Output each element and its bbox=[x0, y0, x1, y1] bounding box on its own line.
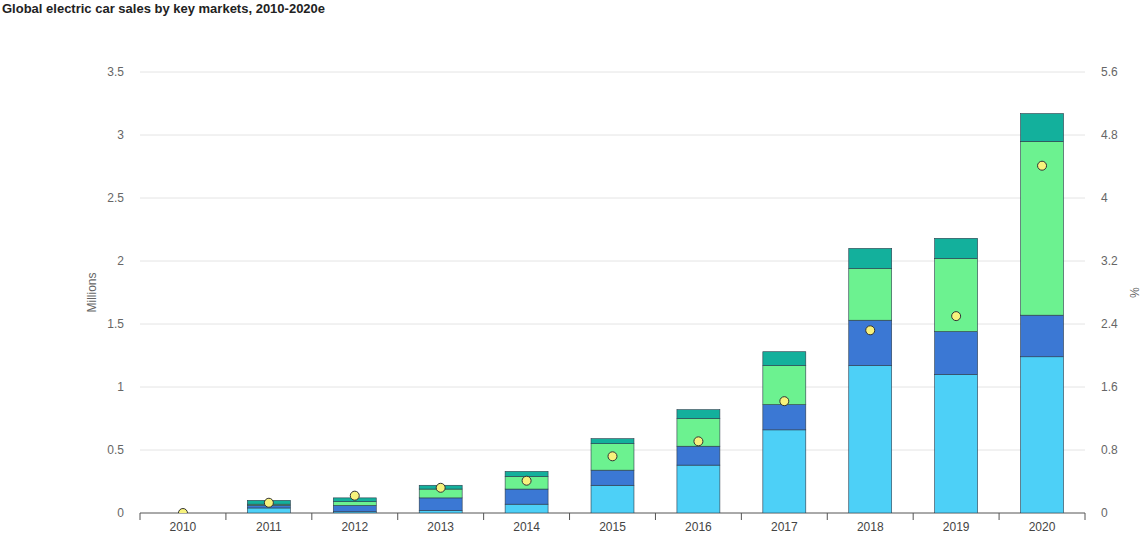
bar-segment bbox=[591, 439, 634, 444]
y2-tick bbox=[1085, 198, 1089, 199]
y2-tick bbox=[1085, 72, 1089, 73]
bar-segment bbox=[677, 465, 720, 513]
x-tick-label: 2013 bbox=[427, 520, 454, 534]
y-tick-label: 3 bbox=[117, 128, 124, 142]
share-point bbox=[780, 397, 789, 406]
bar-segment bbox=[591, 485, 634, 513]
y2-tick-label: 1.6 bbox=[1101, 380, 1118, 394]
y2-tick bbox=[1085, 513, 1089, 514]
share-point bbox=[866, 326, 875, 335]
x-tick-label: 2010 bbox=[170, 520, 197, 534]
x-tick-label: 2012 bbox=[341, 520, 368, 534]
chart: Global electric car sales by key markets… bbox=[0, 0, 1143, 551]
y2-tick bbox=[1085, 450, 1089, 451]
plot-area bbox=[178, 114, 1063, 513]
bar-segment bbox=[677, 410, 720, 419]
bar-segment bbox=[763, 405, 806, 430]
share-point bbox=[522, 476, 531, 485]
category-separator bbox=[140, 513, 141, 520]
category-separator bbox=[655, 513, 656, 520]
bar-segment bbox=[505, 489, 548, 504]
bar-segment bbox=[935, 374, 978, 513]
bar-segment bbox=[677, 446, 720, 465]
share-point bbox=[264, 498, 273, 507]
bar-segment bbox=[935, 258, 978, 331]
y-tick-label: 3.5 bbox=[107, 65, 124, 79]
category-separator bbox=[827, 513, 828, 520]
bar-segment bbox=[1021, 141, 1064, 315]
bar-segment bbox=[1021, 114, 1064, 142]
grid-line bbox=[140, 135, 1085, 136]
bar-segment bbox=[419, 498, 462, 511]
bar-segment bbox=[419, 510, 462, 513]
category-separator bbox=[999, 513, 1000, 520]
bar-segment bbox=[333, 505, 376, 511]
category-separator bbox=[569, 513, 570, 520]
bar-segment bbox=[849, 248, 892, 268]
x-tick-label: 2017 bbox=[771, 520, 798, 534]
y2-tick-label: 0.8 bbox=[1101, 443, 1118, 457]
y2-tick-label: 5.6 bbox=[1101, 65, 1118, 79]
bar-segment bbox=[849, 366, 892, 513]
category-separator bbox=[397, 513, 398, 520]
y2-tick-label: 4 bbox=[1101, 191, 1108, 205]
y2-tick-label: 3.2 bbox=[1101, 254, 1118, 268]
share-point bbox=[436, 483, 445, 492]
category-separator bbox=[913, 513, 914, 520]
y-tick-label: 0 bbox=[117, 506, 124, 520]
y2-tick bbox=[1085, 135, 1089, 136]
y2-tick-label: 0 bbox=[1101, 506, 1108, 520]
bar-segment bbox=[505, 504, 548, 513]
bar-segment bbox=[849, 269, 892, 321]
y2-tick-label: 4.8 bbox=[1101, 128, 1118, 142]
category-separator bbox=[483, 513, 484, 520]
x-tick-label: 2016 bbox=[685, 520, 712, 534]
bar-segment bbox=[763, 352, 806, 366]
x-tick-label: 2015 bbox=[599, 520, 626, 534]
bar-segment bbox=[1021, 357, 1064, 513]
y2-axis-label: % bbox=[1127, 287, 1141, 298]
y2-tick bbox=[1085, 387, 1089, 388]
bar-segment bbox=[505, 471, 548, 476]
bar-segment bbox=[591, 470, 634, 485]
y-tick-label: 1.5 bbox=[107, 317, 124, 331]
category-separator bbox=[225, 513, 226, 520]
x-tick-label: 2020 bbox=[1029, 520, 1056, 534]
share-point bbox=[178, 509, 187, 514]
bar-segment bbox=[763, 430, 806, 513]
bar-segment bbox=[247, 508, 290, 513]
grid-line bbox=[140, 198, 1085, 199]
x-tick-label: 2019 bbox=[943, 520, 970, 534]
bar-segment bbox=[1021, 315, 1064, 357]
y-tick-label: 2.5 bbox=[107, 191, 124, 205]
bar-segment bbox=[591, 444, 634, 470]
y-tick-label: 2 bbox=[117, 254, 124, 268]
share-point bbox=[608, 452, 617, 461]
bar-segment bbox=[333, 502, 376, 506]
bar-segment bbox=[935, 332, 978, 375]
grid-line bbox=[140, 72, 1085, 73]
y2-tick-label: 2.4 bbox=[1101, 317, 1118, 331]
y-axis-label: Millions bbox=[85, 272, 99, 312]
share-point bbox=[952, 312, 961, 321]
share-point bbox=[350, 491, 359, 500]
share-point bbox=[694, 437, 703, 446]
bar-segment bbox=[849, 320, 892, 365]
y-tick-label: 0.5 bbox=[107, 443, 124, 457]
y2-tick bbox=[1085, 324, 1089, 325]
category-separator bbox=[1085, 513, 1086, 520]
bar-segment bbox=[935, 238, 978, 258]
y2-tick bbox=[1085, 261, 1089, 262]
category-separator bbox=[311, 513, 312, 520]
title: Global electric car sales by key markets… bbox=[2, 1, 325, 16]
x-tick-label: 2014 bbox=[513, 520, 540, 534]
category-separator bbox=[741, 513, 742, 520]
x-tick-label: 2018 bbox=[857, 520, 884, 534]
bar-segment bbox=[677, 419, 720, 447]
bar-segment bbox=[505, 476, 548, 489]
y-tick-label: 1 bbox=[117, 380, 124, 394]
share-point bbox=[1038, 161, 1047, 170]
x-tick-label: 2011 bbox=[256, 520, 282, 534]
